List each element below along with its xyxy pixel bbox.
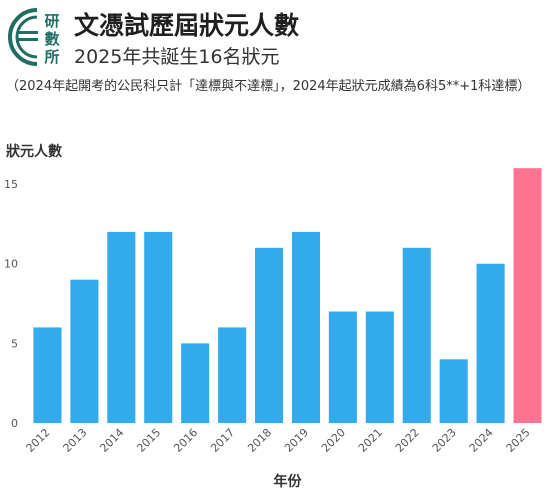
y-tick-label: 0 (11, 417, 18, 430)
x-tick-label: 2014 (97, 426, 126, 455)
logo-text-2: 數 (44, 30, 59, 48)
x-tick-label: 2025 (504, 426, 533, 455)
bar-2015 (144, 231, 173, 423)
chart-note: （2024年起開考的公民科只計「達標與不達標」，2024年起狀元成績為6科5**… (6, 79, 531, 94)
logo-text-1: 研 (44, 12, 59, 30)
chart-title: 文憑試歷屆狀元人數 (74, 11, 300, 40)
bar-2016 (181, 343, 210, 423)
x-tick-label: 2017 (208, 426, 237, 455)
bar-2024 (476, 263, 505, 423)
bar-2023 (439, 359, 468, 423)
bar-2012 (33, 327, 62, 423)
bar-2025 (513, 168, 542, 423)
bar-2019 (291, 231, 320, 423)
x-tick-label: 2015 (134, 426, 163, 455)
x-tick-label: 2023 (430, 426, 459, 455)
bar-2021 (365, 311, 394, 423)
x-tick-label: 2024 (467, 426, 496, 455)
bar-2013 (70, 279, 99, 423)
x-tick-label: 2022 (393, 426, 422, 455)
bar-2020 (328, 311, 357, 423)
bar-2022 (402, 247, 431, 423)
x-tick-label: 2019 (282, 426, 311, 455)
logo-icon: 研 數 所 (8, 8, 60, 66)
x-tick-label: 2018 (245, 426, 274, 455)
chart-subtitle: 2025年共誕生16名狀元 (74, 46, 280, 68)
x-tick-label: 2021 (356, 426, 385, 455)
logo-text-3: 所 (44, 48, 59, 66)
bar-2014 (107, 231, 136, 423)
y-tick-label: 15 (4, 178, 18, 191)
x-tick-label: 2012 (24, 426, 53, 455)
x-tick-label: 2020 (319, 426, 348, 455)
y-tick-label: 5 (11, 337, 18, 350)
x-tick-label: 2013 (61, 426, 90, 455)
y-axis-label: 狀元人數 (6, 144, 62, 160)
bar-2017 (218, 327, 247, 423)
x-tick-label: 2016 (171, 426, 200, 455)
x-axis-label: 年份 (274, 473, 303, 490)
y-tick-label: 10 (4, 258, 18, 271)
bar-2018 (255, 247, 284, 423)
